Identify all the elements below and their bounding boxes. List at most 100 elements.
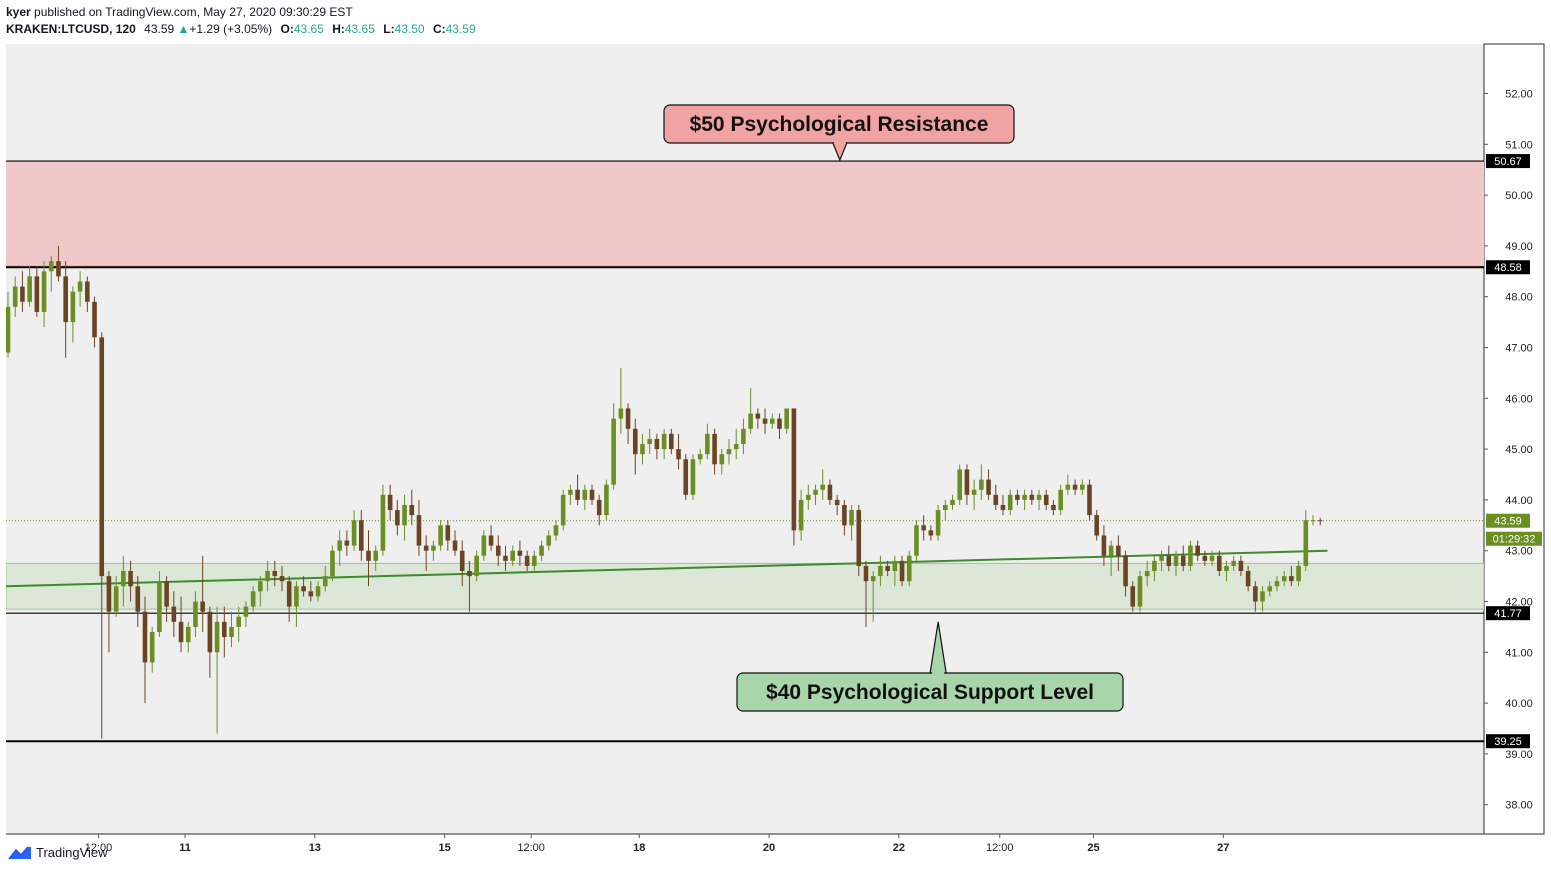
candle-body [524, 555, 530, 566]
candle-body [171, 606, 177, 622]
candle-body [373, 550, 379, 561]
callout-text: $40 Psychological Support Level [766, 681, 1094, 704]
candle-body [438, 525, 443, 546]
candle [20, 271, 25, 312]
candle [1058, 484, 1063, 516]
candle [1029, 489, 1035, 505]
candle-body [640, 444, 645, 455]
x-tick-label: 12:00 [517, 842, 545, 854]
candle [964, 464, 970, 505]
x-tick-label: 12:00 [85, 842, 113, 854]
candle [214, 606, 220, 734]
candle [943, 499, 948, 521]
candle [193, 591, 198, 638]
footer-branding[interactable]: TradingView [8, 845, 108, 860]
candle-body [1231, 560, 1236, 566]
candle-body [647, 438, 652, 445]
candle [315, 581, 321, 602]
candle [265, 560, 270, 592]
y-tick-label: 41.00 [1505, 647, 1533, 659]
candle [1260, 586, 1265, 612]
candle-body [474, 555, 479, 577]
candle-body [380, 494, 386, 551]
candle [279, 565, 285, 592]
candle [856, 504, 862, 577]
candle [705, 423, 710, 460]
candle [409, 489, 415, 526]
candle [1022, 489, 1027, 511]
candle [1144, 560, 1150, 587]
price-level-badge-label: 41.77 [1494, 608, 1522, 620]
candle [892, 555, 898, 587]
candle [899, 555, 905, 587]
x-tick-label: 22 [893, 842, 905, 854]
candle [77, 271, 83, 307]
candle [1015, 489, 1020, 505]
candle [1267, 581, 1273, 597]
candle [185, 621, 191, 653]
support-callout[interactable]: $40 Psychological Support Level [736, 621, 1124, 712]
candle-body [806, 494, 811, 500]
candle-body [445, 525, 451, 541]
candle-body [1209, 555, 1215, 561]
candle [1079, 479, 1085, 495]
candle-body [777, 418, 782, 429]
price-level-badge [1486, 734, 1530, 749]
candle-body [503, 555, 508, 561]
candle-body [950, 499, 955, 505]
candle-body [1015, 494, 1020, 500]
candle-body [495, 545, 501, 556]
candle-body [849, 510, 854, 526]
candle-body [575, 489, 580, 500]
candle-body [863, 565, 869, 582]
candle [849, 504, 854, 541]
candle [207, 606, 213, 678]
open-label: O: [280, 22, 294, 36]
candle-body [488, 535, 494, 546]
candle [250, 586, 256, 612]
candle [27, 266, 32, 307]
candle-body [6, 306, 11, 353]
candle-body [921, 525, 926, 531]
candle [1137, 571, 1143, 612]
trendline[interactable] [6, 549, 1328, 588]
author-name[interactable]: kyer [6, 5, 31, 19]
symbol-label[interactable]: KRAKEN:LTCUSD, 120 [6, 22, 136, 36]
candle [294, 581, 299, 627]
candle [524, 550, 530, 572]
candle-body [214, 621, 220, 653]
candle [128, 560, 133, 602]
candle [1108, 540, 1114, 577]
candle [1245, 565, 1251, 592]
candle [1274, 576, 1280, 592]
up-arrow-icon: ▲ [177, 22, 190, 36]
candle [358, 510, 364, 561]
candle-body [827, 484, 833, 500]
candle-body [1130, 586, 1136, 607]
publish-info: kyer published on TradingView.com, May 2… [6, 5, 353, 19]
resistance-callout[interactable]: $50 Psychological Resistance [663, 104, 1015, 162]
candle-body [366, 550, 371, 561]
candle [604, 479, 609, 521]
candle-body [596, 499, 602, 516]
candle-body [784, 408, 789, 429]
candle-body [546, 535, 552, 546]
candle-body [589, 489, 595, 500]
candle-body [820, 484, 826, 490]
candle-body [1245, 571, 1251, 587]
candle [70, 286, 76, 343]
tradingview-logo-icon [8, 846, 31, 859]
price-level-badge-label: 39.25 [1494, 736, 1522, 748]
price-axis[interactable] [1483, 43, 1545, 835]
candle [48, 256, 54, 292]
candle [1317, 517, 1323, 526]
candle-body [387, 494, 393, 511]
candle [1166, 545, 1172, 572]
y-tick-label: 39.00 [1505, 749, 1533, 761]
candle [654, 433, 660, 460]
candle-body [344, 540, 350, 546]
candle [236, 606, 242, 643]
candle [647, 428, 652, 455]
close-label: C: [432, 22, 446, 36]
